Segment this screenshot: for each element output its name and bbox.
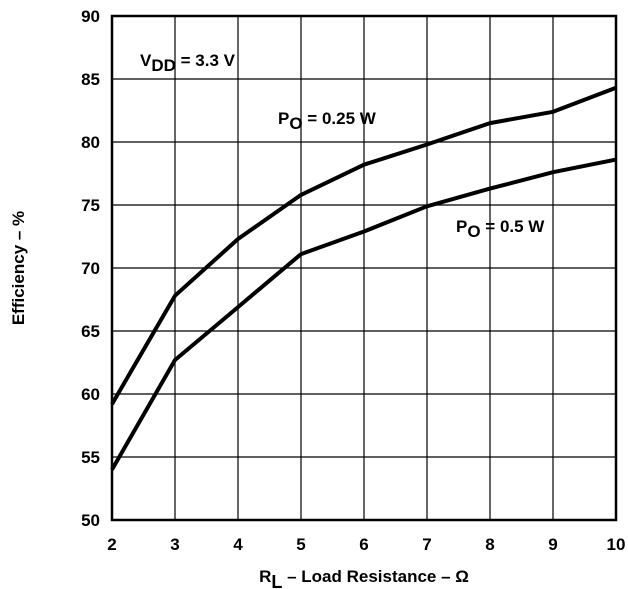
y-tick-label-75: 75 bbox=[81, 196, 100, 215]
x-tick-label-6: 6 bbox=[359, 535, 368, 554]
y-tick-label-65: 65 bbox=[81, 322, 100, 341]
y-axis-label: Efficiency – % bbox=[9, 211, 28, 325]
x-tick-label-7: 7 bbox=[422, 535, 431, 554]
x-tick-labels: 2 3 4 5 6 7 8 9 10 bbox=[107, 535, 625, 554]
y-tick-label-80: 80 bbox=[81, 133, 100, 152]
x-tick-label-10: 10 bbox=[607, 535, 626, 554]
annotation-vdd: VDD = 3.3 V bbox=[140, 51, 236, 75]
x-tick-label-5: 5 bbox=[296, 535, 305, 554]
y-tick-label-50: 50 bbox=[81, 511, 100, 530]
y-tick-label-70: 70 bbox=[81, 259, 100, 278]
series-line-1 bbox=[110, 157, 617, 471]
y-tick-label-85: 85 bbox=[81, 70, 100, 89]
series-lines bbox=[110, 85, 617, 471]
x-tick-label-8: 8 bbox=[485, 535, 494, 554]
x-tick-label-4: 4 bbox=[233, 535, 243, 554]
y-tick-labels: 50 55 60 65 70 75 80 85 90 bbox=[81, 7, 100, 530]
x-tick-label-2: 2 bbox=[107, 535, 116, 554]
grid bbox=[111, 15, 617, 521]
x-tick-label-9: 9 bbox=[548, 535, 557, 554]
plot-frame bbox=[110, 14, 618, 522]
x-tick-label-3: 3 bbox=[170, 535, 179, 554]
y-tick-label-90: 90 bbox=[81, 7, 100, 26]
series-line-0 bbox=[110, 85, 617, 406]
x-axis-label: RL – Load Resistance – Ω bbox=[259, 567, 469, 589]
y-tick-label-60: 60 bbox=[81, 385, 100, 404]
series-label-po-025w: PO = 0.25 W bbox=[278, 109, 377, 133]
y-tick-label-55: 55 bbox=[81, 448, 100, 467]
series-label-po-05w: PO = 0.5 W bbox=[456, 217, 545, 241]
